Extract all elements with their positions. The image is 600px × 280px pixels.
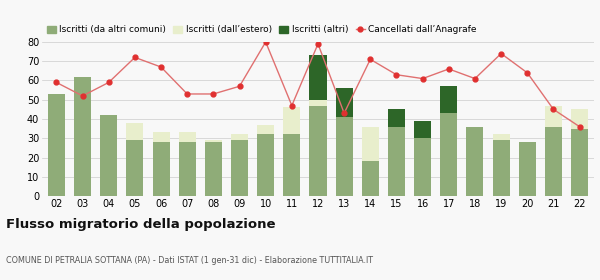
Bar bbox=[310, 55, 326, 100]
Bar bbox=[74, 77, 91, 196]
Bar bbox=[257, 125, 274, 134]
Bar bbox=[493, 134, 509, 140]
Bar bbox=[335, 88, 353, 117]
Bar bbox=[362, 161, 379, 196]
Bar bbox=[179, 142, 196, 196]
Bar bbox=[310, 100, 326, 106]
Bar bbox=[283, 134, 301, 196]
Bar bbox=[283, 108, 301, 134]
Bar bbox=[493, 140, 509, 196]
Bar bbox=[545, 106, 562, 127]
Bar bbox=[414, 138, 431, 196]
Bar bbox=[152, 132, 170, 142]
Bar bbox=[362, 127, 379, 161]
Bar bbox=[205, 140, 222, 142]
Bar bbox=[388, 127, 405, 196]
Bar bbox=[48, 94, 65, 196]
Text: COMUNE DI PETRALIA SOTTANA (PA) - Dati ISTAT (1 gen-31 dic) - Elaborazione TUTTI: COMUNE DI PETRALIA SOTTANA (PA) - Dati I… bbox=[6, 256, 373, 265]
Bar bbox=[205, 142, 222, 196]
Bar bbox=[127, 140, 143, 196]
Bar bbox=[519, 142, 536, 196]
Bar bbox=[100, 115, 117, 196]
Bar bbox=[466, 127, 484, 196]
Bar bbox=[571, 129, 588, 196]
Bar bbox=[257, 134, 274, 196]
Bar bbox=[310, 106, 326, 196]
Bar bbox=[414, 121, 431, 138]
Text: Flusso migratorio della popolazione: Flusso migratorio della popolazione bbox=[6, 218, 275, 231]
Bar bbox=[571, 109, 588, 129]
Bar bbox=[440, 86, 457, 113]
Bar bbox=[152, 142, 170, 196]
Bar bbox=[440, 113, 457, 196]
Bar bbox=[231, 140, 248, 196]
Bar bbox=[127, 123, 143, 140]
Bar bbox=[335, 117, 353, 196]
Bar bbox=[231, 134, 248, 140]
Bar bbox=[179, 132, 196, 142]
Legend: Iscritti (da altri comuni), Iscritti (dall’estero), Iscritti (altri), Cancellati: Iscritti (da altri comuni), Iscritti (da… bbox=[47, 25, 477, 34]
Bar bbox=[545, 127, 562, 196]
Bar bbox=[388, 109, 405, 127]
